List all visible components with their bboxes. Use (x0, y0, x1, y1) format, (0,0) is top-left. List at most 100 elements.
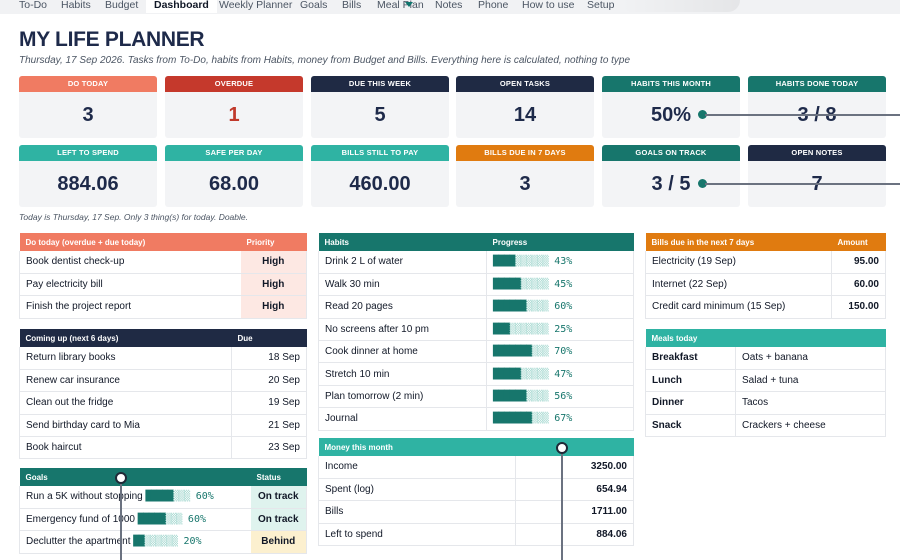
money-label: Left to spend (318, 523, 516, 547)
table-row[interactable]: Walk 30 min █████▒▒▒▒▒ 45% (318, 273, 634, 297)
table-row[interactable]: Spent (log) 654.94 (318, 478, 634, 502)
progress-fill: ██ (133, 536, 145, 548)
habit-progress-cell: █████▒▒▒▒▒ 47% (486, 362, 634, 386)
habit-progress-cell: ███▒▒▒▒▒▒▒ 25% (486, 318, 634, 342)
table-row[interactable]: Dinner Tacos (645, 391, 886, 415)
table-row[interactable]: Left to spend 884.06 (318, 523, 634, 547)
progress-remainder: ▒▒▒ (165, 514, 182, 526)
habit-name: No screens after 10 pm (318, 318, 487, 342)
do-today-table: Do today (overdue + due today) Priority … (19, 233, 307, 319)
due-date: 23 Sep (231, 436, 307, 460)
kpi-label: BILLS STILL TO PAY (311, 145, 449, 161)
kpi-value: 1 (228, 104, 240, 126)
progress-fill: ███ (493, 323, 510, 335)
tab-dashboard[interactable]: Dashboard (146, 0, 217, 13)
table-row[interactable]: Book haircut 23 Sep (19, 436, 307, 460)
tab-setup[interactable]: Setup (587, 0, 615, 11)
table-row[interactable]: Send birthday card to Mia 21 Sep (19, 414, 307, 438)
priority-badge: High (240, 251, 307, 274)
kpi-label: OPEN TASKS (456, 76, 594, 92)
habit-progress-cell: ██████▒▒▒▒ 60% (486, 295, 634, 319)
goal-cell: Emergency fund of 1000 █████▒▒▒ 60% (19, 508, 251, 532)
tab-goals[interactable]: Goals (300, 0, 328, 11)
kpi-bills-still-to-pay: BILLS STILL TO PAY 460.00 (311, 145, 449, 207)
table-row[interactable]: Emergency fund of 1000 █████▒▒▒ 60% On tr… (19, 508, 307, 532)
progress-fill: █████ (493, 279, 521, 291)
table-row[interactable]: Journal ███████▒▒▒ 67% (318, 407, 634, 431)
kpi-habits-this-month: HABITS THIS MONTH 50% (602, 76, 740, 138)
table-row[interactable]: Plan tomorrow (2 min) ██████▒▒▒▒ 56% (318, 385, 634, 409)
table-row[interactable]: Declutter the apartment ██▒▒▒▒▒▒ 20% Behi… (19, 530, 307, 554)
table-row[interactable]: Credit card minimum (15 Sep) 150.00 (645, 295, 886, 319)
table-row[interactable]: Read 20 pages ██████▒▒▒▒ 60% (318, 295, 634, 319)
table-row[interactable]: Snack Crackers + cheese (645, 414, 886, 438)
kpi-overdue: OVERDUE 1 (165, 76, 303, 138)
kpi-value: 3 (519, 173, 531, 195)
table-row[interactable]: Electricity (19 Sep) 95.00 (645, 251, 886, 274)
table-row[interactable]: Finish the project report High (19, 295, 307, 319)
task-name: Renew car insurance (19, 369, 232, 393)
tab-bills[interactable]: Bills (342, 0, 362, 11)
pointer-icon (405, 2, 413, 7)
table-row[interactable]: No screens after 10 pm ███▒▒▒▒▒▒▒ 25% (318, 318, 634, 342)
due-date: 20 Sep (231, 369, 307, 393)
tab-bar: To-Do Habits Budget Dashboard Weekly Pla… (0, 0, 900, 14)
status-badge: On track (250, 486, 307, 509)
tab-notes[interactable]: Notes (435, 0, 463, 11)
meals-table: Meals today Breakfast Oats + banana Lunc… (645, 329, 886, 438)
kpi-label: SAFE PER DAY (165, 145, 303, 161)
tab-budget[interactable]: Budget (105, 0, 139, 11)
goal-progress-bar: ██▒▒▒▒▒▒ (133, 536, 178, 548)
table-row[interactable]: Return library books 18 Sep (19, 347, 307, 370)
table-row[interactable]: Pay electricity bill High (19, 273, 307, 297)
kpi-value: 460.00 (349, 173, 411, 195)
habit-progress-cell: ████▒▒▒▒▒▒ 43% (486, 251, 634, 274)
habit-percent: 43% (554, 256, 573, 268)
tab-meal-plan[interactable]: Meal Plan (377, 0, 424, 11)
table-row[interactable]: Drink 2 L of water ████▒▒▒▒▒▒ 43% (318, 251, 634, 274)
habit-progress-cell: █████▒▒▒▒▒ 45% (486, 273, 634, 297)
table-row[interactable]: Cook dinner at home ███████▒▒▒ 70% (318, 340, 634, 364)
habit-progress-bar: █████▒▒▒▒▒ (493, 279, 549, 291)
tab-how-to-use[interactable]: How to use (522, 0, 575, 11)
table-row[interactable]: Breakfast Oats + banana (645, 347, 886, 370)
kpi-left-to-spend: LEFT TO SPEND 884.06 (19, 145, 157, 207)
kpi-safe-per-day: SAFE PER DAY 68.00 (165, 145, 303, 207)
table-row[interactable]: Book dentist check-up High (19, 251, 307, 274)
table-row[interactable]: Run a 5K without stopping █████▒▒▒ 60% On… (19, 486, 307, 509)
task-name: Send birthday card to Mia (19, 414, 232, 438)
kpi-bills-due-7-days: BILLS DUE IN 7 DAYS 3 (456, 145, 594, 207)
money-value: 884.06 (515, 523, 634, 547)
tab-habits[interactable]: Habits (61, 0, 91, 11)
annotation-dot (698, 110, 707, 119)
meal-food: Crackers + cheese (735, 414, 886, 438)
goal-progress-bar: █████▒▒▒ (146, 491, 191, 503)
tab-to-do[interactable]: To-Do (19, 0, 48, 11)
kpi-value: 3 (82, 104, 94, 126)
table-row[interactable]: Clean out the fridge 19 Sep (19, 391, 307, 415)
column-header-blank (515, 438, 634, 456)
page-title: MY LIFE PLANNER (19, 28, 205, 51)
task-name: Return library books (19, 347, 232, 370)
habit-name: Read 20 pages (318, 295, 487, 319)
column-header: Status (250, 468, 307, 486)
tab-weekly-planner[interactable]: Weekly Planner (219, 0, 293, 11)
table-row[interactable]: Lunch Salad + tuna (645, 369, 886, 393)
progress-remainder: ▒▒▒ (173, 491, 190, 503)
habit-name: Cook dinner at home (318, 340, 487, 364)
kpi-label: OVERDUE (165, 76, 303, 92)
kpi-habits-done-today: HABITS DONE TODAY 3 / 8 (748, 76, 886, 138)
bill-name: Internet (22 Sep) (645, 273, 832, 297)
meal-food: Tacos (735, 391, 886, 415)
priority-badge: High (240, 273, 307, 297)
table-row[interactable]: Bills 1711.00 (318, 500, 634, 524)
table-row[interactable]: Income 3250.00 (318, 456, 634, 479)
goal-cell: Declutter the apartment ██▒▒▒▒▒▒ 20% (19, 530, 251, 554)
progress-remainder: ▒▒▒▒▒▒ (515, 256, 549, 268)
kpi-label: BILLS DUE IN 7 DAYS (456, 145, 594, 161)
table-row[interactable]: Renew car insurance 20 Sep (19, 369, 307, 393)
table-row[interactable]: Stretch 10 min █████▒▒▒▒▒ 47% (318, 362, 634, 386)
table-row[interactable]: Internet (22 Sep) 60.00 (645, 273, 886, 297)
habit-name: Walk 30 min (318, 273, 487, 297)
tab-phone[interactable]: Phone (478, 0, 509, 11)
